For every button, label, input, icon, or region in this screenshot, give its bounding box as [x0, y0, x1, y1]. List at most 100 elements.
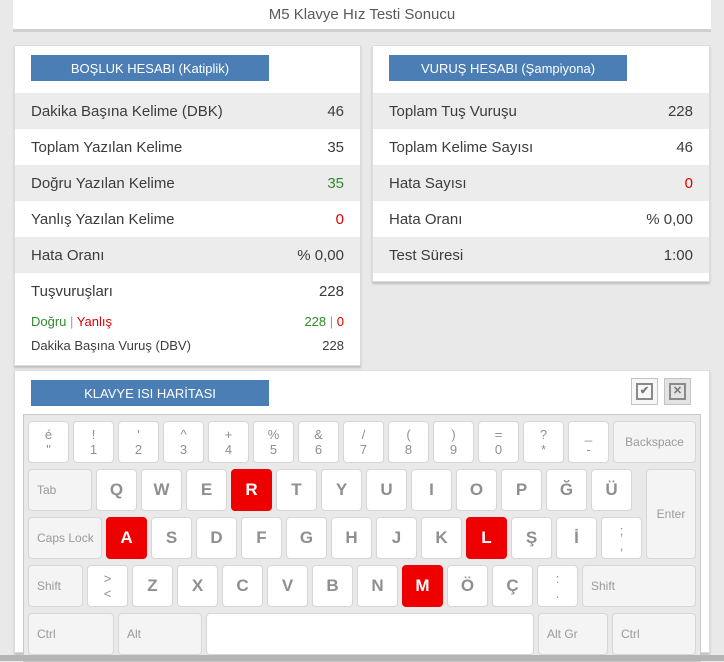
stat-value: 35: [327, 138, 344, 156]
key-caps-lock: Caps Lock: [28, 517, 102, 559]
key-7: /7: [343, 421, 384, 463]
key-a: A: [106, 517, 147, 559]
panel-header-heatmap: KLAVYE ISI HARİTASI: [31, 380, 269, 406]
key-o: O: [456, 469, 497, 511]
stat-value: 46: [327, 102, 344, 120]
heatmap-buttons: ✔ ✕: [631, 378, 691, 405]
key-4: +4: [208, 421, 249, 463]
key-5: % 5: [253, 421, 294, 463]
stat-row: Doğru | Yanlış 228 | 0: [15, 309, 360, 333]
stat-label: Doğru | Yanlış: [31, 314, 112, 329]
key-d: D: [196, 517, 237, 559]
key-y: Y: [321, 469, 362, 511]
stat-value: % 0,00: [646, 210, 693, 228]
stat-row: Toplam Yazılan Kelime 35: [15, 129, 360, 165]
key-ş: Ş: [511, 517, 552, 559]
stat-part: Yanlış: [76, 313, 112, 329]
stat-row: Hata Sayısı 0: [373, 165, 709, 201]
key-symbol-bottom: 3: [179, 442, 188, 457]
key-ctrl-left: Ctrl: [28, 613, 114, 655]
key-ctrl-right: Ctrl: [612, 613, 696, 655]
key-symbol-bottom: 8: [404, 442, 413, 457]
key-angle-brackets: > <: [87, 565, 128, 607]
key-symbol-bottom: .: [555, 586, 560, 601]
stat-value: 228: [667, 102, 693, 120]
bottom-strip: [0, 655, 724, 661]
key-enter: Enter: [646, 469, 696, 559]
key-tab: Tab: [28, 469, 92, 511]
key-v: V: [267, 565, 308, 607]
stat-label: Tuşvuruşları: [31, 282, 113, 300]
key-n: N: [357, 565, 398, 607]
key-c: C: [222, 565, 263, 607]
key-x: X: [177, 565, 218, 607]
key-symbol-top: &: [314, 427, 323, 442]
stat-row: Hata Oranı % 0,00: [15, 237, 360, 273]
panel-header-bosluk: BOŞLUK HESABI (Katiplik): [31, 55, 269, 81]
key-symbol-bottom: 5: [269, 442, 278, 457]
stat-part: |: [326, 313, 337, 329]
stat-value: 46: [676, 138, 693, 156]
panel-vurus-hesabi: VURUŞ HESABI (Şampiyona) Toplam Tuş Vuru…: [372, 45, 710, 282]
page-title-bar: M5 Klavye Hız Testi Sonucu: [13, 0, 711, 32]
stat-rows: Toplam Tuş Vuruşu 228 Toplam Kelime Sayısı…: [373, 93, 709, 273]
close-button[interactable]: ✕: [664, 378, 691, 405]
panel-bosluk-hesabi: BOŞLUK HESABI (Katiplik) Dakika Başına K…: [14, 45, 361, 366]
key-shift-left: Shift: [28, 565, 83, 607]
stat-label: Hata Sayısı: [389, 174, 467, 192]
key-symbol-top: +: [224, 427, 233, 442]
key-symbol-bottom: 2: [134, 442, 143, 457]
key-space: [206, 613, 534, 655]
stat-value: 35: [327, 174, 344, 192]
stat-value: 228: [322, 337, 344, 353]
key-alt: Alt: [118, 613, 202, 655]
stat-value: 228: [318, 282, 344, 300]
stat-row: Dakika Başına Kelime (DBK) 46: [15, 93, 360, 129]
confirm-button[interactable]: ✔: [631, 378, 658, 405]
key-backspace: Backspace: [613, 421, 696, 463]
key-symbol-bottom: 7: [359, 442, 368, 457]
panel-header-vurus: VURUŞ HESABI (Şampiyona): [389, 55, 627, 81]
key-ü: Ü: [591, 469, 632, 511]
stat-rows: Dakika Başına Kelime (DBK) 46 Toplam Yazıl…: [15, 93, 360, 357]
stat-row: Test Süresi 1:00: [373, 237, 709, 273]
key-f: F: [241, 517, 282, 559]
key-u: U: [366, 469, 407, 511]
key-g: G: [286, 517, 327, 559]
key-ğ: Ğ: [546, 469, 587, 511]
key-i̇: İ: [556, 517, 597, 559]
check-icon: ✔: [636, 383, 653, 400]
stat-row: Yanlış Yazılan Kelime 0: [15, 201, 360, 237]
stat-label: Toplam Yazılan Kelime: [31, 138, 183, 156]
key-symbol-top: ?: [539, 427, 548, 442]
stat-part: 228: [304, 313, 327, 329]
stat-label: Dakika Başına Kelime (DBK): [31, 102, 223, 120]
stat-value: 228 | 0: [304, 314, 344, 329]
key-1: ! 1: [73, 421, 114, 463]
stat-row: Hata Oranı % 0,00: [373, 201, 709, 237]
stat-label: Yanlış Yazılan Kelime: [31, 210, 175, 228]
key-8: (8: [388, 421, 429, 463]
key-symbol-bottom: 6: [314, 442, 323, 457]
stat-row: Tuşvuruşları 228: [15, 273, 360, 309]
close-icon: ✕: [669, 383, 686, 400]
stat-part: Doğru: [31, 313, 67, 329]
stat-row: Toplam Tuş Vuruşu 228: [373, 93, 709, 129]
key-z: Z: [132, 565, 173, 607]
key-ö: Ö: [447, 565, 488, 607]
stat-row: Toplam Kelime Sayısı 46: [373, 129, 709, 165]
key-quote: é ": [28, 421, 69, 463]
key-symbol-top: /: [361, 427, 366, 442]
key-i: I: [411, 469, 452, 511]
stat-value: 0: [684, 174, 693, 192]
page-title: M5 Klavye Hız Testi Sonucu: [268, 6, 456, 23]
key-shift-right: Shift: [582, 565, 696, 607]
key-ç: Ç: [492, 565, 533, 607]
key-symbol-bottom: <: [103, 586, 112, 601]
stat-value: 0: [335, 210, 344, 228]
key-symbol-top: !: [91, 427, 96, 442]
key-symbol-bottom: *: [540, 442, 547, 457]
stat-value: 1:00: [663, 246, 693, 264]
key-symbol-bottom: 4: [224, 442, 233, 457]
stat-part: 0: [336, 313, 344, 329]
